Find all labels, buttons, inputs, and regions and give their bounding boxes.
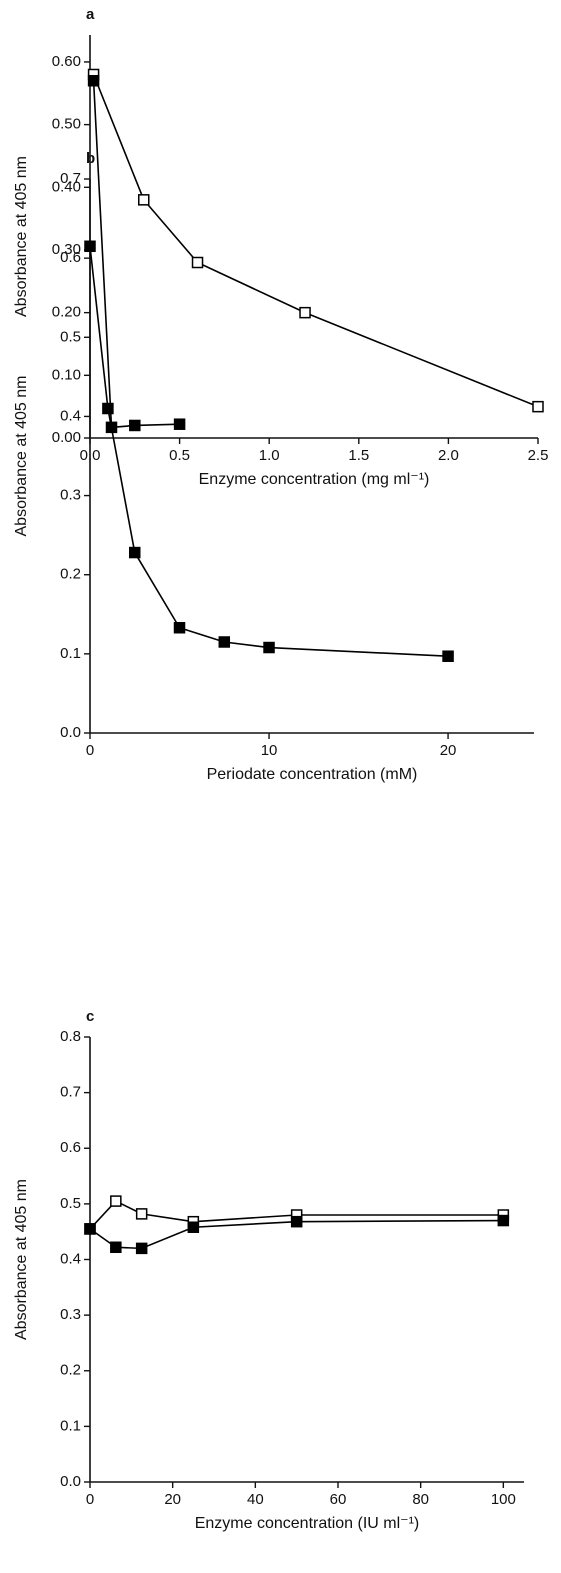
x-tick-label: 60 [330,1491,347,1508]
y-tick-label: 0.4 [60,407,81,424]
y-tick-label: 0.8 [60,1028,81,1045]
y-tick-label: 0.10 [52,366,81,383]
marker [191,256,204,269]
marker [135,1208,148,1220]
y-tick-label: 0.30 [52,241,81,258]
x-axis-label: Enzyme concentration (mg ml⁻¹) [199,471,430,488]
marker [87,75,100,87]
marker [84,1223,96,1235]
x-tick-label: 0 [86,742,94,759]
x-tick-label: 20 [164,1491,181,1508]
y-tick-label: 0.6 [60,1139,81,1156]
y-tick-label: 0.7 [60,170,81,187]
marker [102,402,114,415]
marker [218,636,231,648]
marker [84,240,96,253]
x-tick-label: 2.5 [528,447,549,464]
marker [173,418,186,430]
x-axis-label: Enzyme concentration (IU ml⁻¹) [195,1515,420,1532]
y-axis-label: Absorbance at 405 nm [13,156,30,317]
x-tick-label: 0.5 [169,447,190,464]
series-line [92,74,539,408]
x-tick-label: 10 [261,742,278,759]
y-tick-label: 0.1 [60,645,81,662]
marker [129,419,141,432]
marker [110,1195,122,1207]
panel-label: b [86,150,95,167]
y-tick-label: 0.00 [52,429,81,446]
x-tick-label: 0 [86,1491,94,1508]
x-axis-label: Periodate concentration (mM) [207,766,418,783]
x-tick-label: 1.0 [259,447,280,464]
series-line [92,80,180,429]
x-tick-label: 100 [491,1491,516,1508]
y-tick-label: 0.2 [60,1362,81,1379]
y-tick-label: 0.60 [52,53,81,70]
x-tick-label: 2.0 [438,447,459,464]
y-tick-label: 0.4 [60,1250,81,1267]
y-tick-label: 0.1 [60,1417,81,1434]
y-tick-label: 0.50 [52,116,81,133]
marker [135,1242,148,1255]
y-tick-label: 0.2 [60,566,81,583]
y-axis-label: Absorbance at 405 nm [13,376,30,537]
marker [138,194,150,206]
y-axis-label: Absorbance at 405 nm [13,1179,30,1340]
marker [187,1221,200,1233]
y-tick-label: 0.3 [60,1306,81,1323]
x-tick-label: 20 [440,742,457,759]
y-tick-label: 0.20 [52,304,81,321]
marker [497,1214,510,1227]
marker [299,306,311,319]
marker [173,621,186,634]
panel-label: c [86,1008,94,1025]
marker [110,1241,122,1254]
y-tick-label: 0.7 [60,1084,81,1101]
y-tick-label: 0.3 [60,487,81,504]
panel-label: a [86,6,95,23]
x-tick-label: 80 [412,1491,429,1508]
y-tick-label: 0.0 [60,1473,81,1490]
y-tick-label: 0.5 [60,328,81,345]
marker [263,641,275,654]
marker [290,1215,303,1228]
y-tick-label: 0.40 [52,178,81,195]
x-tick-label: 40 [247,1491,264,1508]
y-tick-label: 0.6 [60,249,81,266]
y-tick-label: 0.5 [60,1195,81,1212]
marker [129,546,141,559]
y-tick-label: 0.0 [60,724,81,741]
marker [442,650,454,662]
marker [532,400,544,413]
x-tick-label: 1.5 [348,447,369,464]
